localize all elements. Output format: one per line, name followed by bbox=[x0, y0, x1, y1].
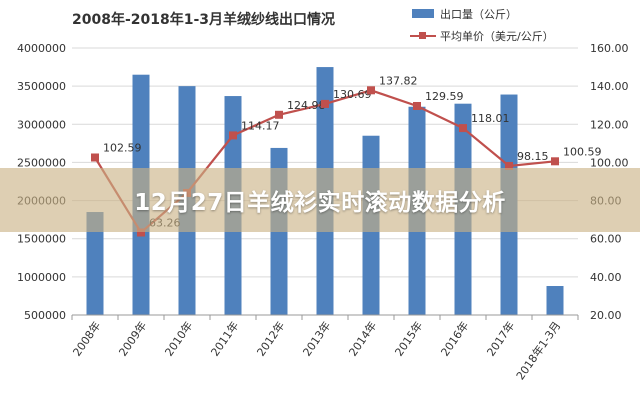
bar-export-volume bbox=[86, 212, 104, 315]
y-right-tick-label: 100.00 bbox=[590, 156, 629, 169]
x-category-label: 2016年 bbox=[438, 319, 472, 359]
x-category-label: 2017年 bbox=[484, 319, 518, 359]
headline-band bbox=[0, 168, 640, 232]
x-category-label: 2013年 bbox=[300, 319, 334, 359]
y-left-tick-label: 3000000 bbox=[17, 118, 66, 131]
line-point-marker bbox=[229, 131, 237, 140]
y-left-tick-label: 500000 bbox=[24, 309, 66, 322]
line-data-label: 114.17 bbox=[241, 119, 280, 132]
legend-bar-swatch bbox=[412, 9, 434, 18]
x-category-label: 2012年 bbox=[254, 319, 288, 359]
legend-line-marker bbox=[419, 32, 426, 39]
y-left-tick-label: 1500000 bbox=[17, 233, 66, 246]
line-point-marker bbox=[505, 161, 513, 170]
line-point-marker bbox=[551, 157, 559, 166]
x-category-label: 2014年 bbox=[346, 319, 380, 359]
y-right-tick-label: 40.00 bbox=[590, 271, 622, 284]
y-left-tick-label: 2500000 bbox=[17, 156, 66, 169]
line-point-marker bbox=[459, 124, 467, 133]
bar-export-volume bbox=[546, 286, 564, 315]
y-left-tick-label: 3500000 bbox=[17, 80, 66, 93]
x-category-label: 2011年 bbox=[208, 319, 242, 359]
legend: 出口量（公斤） 平均单价（美元/公斤） bbox=[410, 7, 554, 43]
chart-title: 2008年-2018年1-3月羊绒纱线出口情况 bbox=[72, 11, 335, 28]
line-point-marker bbox=[275, 110, 283, 119]
y-right-tick-label: 60.00 bbox=[590, 233, 622, 246]
x-category-label: 2008年 bbox=[70, 319, 104, 359]
y-left-tick-label: 1000000 bbox=[17, 271, 66, 284]
line-point-marker bbox=[91, 153, 99, 162]
y-right-tick-label: 140.00 bbox=[590, 80, 629, 93]
line-point-marker bbox=[321, 99, 329, 108]
line-data-label: 100.59 bbox=[563, 145, 602, 158]
line-point-marker bbox=[137, 228, 145, 237]
line-data-label: 102.59 bbox=[103, 141, 142, 154]
y-right-tick-label: 120.00 bbox=[590, 118, 629, 131]
x-category-label: 2018年1-3月 bbox=[513, 319, 563, 383]
line-point-marker bbox=[367, 86, 375, 95]
line-point-marker bbox=[413, 101, 421, 110]
y-right-tick-label: 20.00 bbox=[590, 309, 622, 322]
line-data-label: 129.59 bbox=[425, 90, 464, 103]
line-data-label: 118.01 bbox=[471, 112, 510, 125]
x-category-label: 2010年 bbox=[162, 319, 196, 359]
line-data-label: 130.69 bbox=[333, 88, 372, 101]
headline-text: 12月27日羊绒衫实时滚动数据分析 bbox=[134, 190, 506, 216]
x-category-label: 2009年 bbox=[116, 319, 150, 359]
legend-bar-label: 出口量（公斤） bbox=[440, 7, 517, 21]
line-data-label: 137.82 bbox=[379, 74, 418, 87]
x-category-label: 2015年 bbox=[392, 319, 426, 359]
y-right-tick-label: 160.00 bbox=[590, 42, 629, 55]
line-data-label: 98.15 bbox=[517, 150, 549, 163]
legend-line-label: 平均单价（美元/公斤） bbox=[440, 30, 554, 43]
y-left-tick-label: 4000000 bbox=[17, 42, 66, 55]
line-data-label: 124.98 bbox=[287, 99, 326, 112]
